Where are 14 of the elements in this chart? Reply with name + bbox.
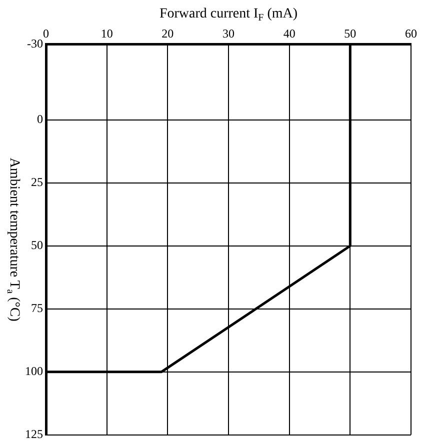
y-tick-label: 0 [37, 112, 43, 126]
y-tick-label: 75 [31, 301, 43, 316]
y-tick-label: 100 [25, 364, 43, 378]
x-tick-label: 30 [222, 26, 234, 40]
x-tick-label: 50 [344, 26, 356, 40]
y-tick-label: -30 [27, 36, 43, 51]
y-tick-label: 125 [25, 426, 43, 441]
x-tick-label: 60 [405, 26, 417, 40]
x-tick-label: 40 [283, 26, 296, 40]
x-tick-label: 10 [100, 26, 113, 40]
y-tick-label: 50 [31, 238, 43, 252]
x-tick-label: 20 [162, 26, 174, 40]
y-tick-label: 25 [31, 175, 43, 190]
y-axis-title: Ambient temperature Ta (°C) [4, 158, 22, 322]
